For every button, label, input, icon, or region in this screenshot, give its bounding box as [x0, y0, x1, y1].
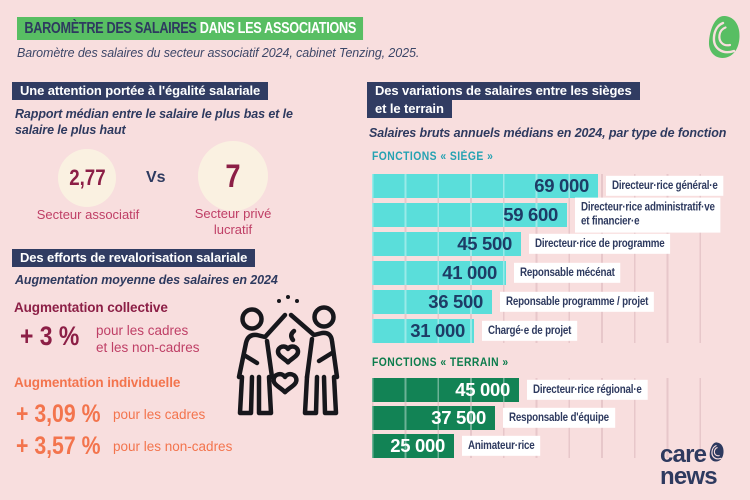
bar-label-chip: Directeur·rice de programme: [529, 233, 671, 255]
bar: 45 000: [372, 378, 519, 402]
bar-label-chip: Animateur·rice: [462, 435, 541, 457]
page-title: BAROMÈTRE DES SALAIRES DANS LES ASSOCIAT…: [17, 17, 364, 40]
carenews-logo: care news: [660, 441, 725, 491]
ratio-circle-associatif: 2,77: [58, 149, 116, 207]
bar-label-chip: Directeur·rice administratif·ve et finan…: [575, 197, 721, 233]
bar-value: 31 000: [410, 320, 465, 341]
bar-label-chip: Directeur·rice régional·e: [527, 379, 648, 401]
bar-label-chip: Reponsable programme / projet: [500, 291, 655, 313]
brand-swirl-icon: [706, 15, 742, 64]
chart-group-label-terrain: FONCTIONS « TERRAIN »: [372, 357, 509, 369]
bar-label-chip: Responsable d'équipe: [503, 407, 615, 429]
bar-row: 69 000 Directeur·rice général·e: [372, 174, 724, 198]
bar-row: 31 000 Chargé·e de projet: [372, 319, 708, 343]
bar: 25 000: [372, 434, 454, 458]
high-five-illustration: [228, 289, 348, 439]
bar: 45 500: [372, 232, 521, 256]
carenews-swirl-icon: [709, 442, 724, 462]
ratio-circle-prive: 7: [198, 141, 268, 211]
bar-value: 37 500: [431, 407, 486, 428]
ratio-label-associatif: Secteur associatif: [36, 207, 140, 222]
section-header-raises: Des efforts de revalorisation salariale: [12, 249, 256, 267]
heart-icon: [275, 344, 301, 365]
bar-row: 59 600 Directeur·rice administratif·ve et…: [372, 197, 721, 233]
bar-row: 37 500 Responsable d'équipe: [372, 406, 708, 430]
individual-raise-title: Augmentation individuelle: [14, 375, 181, 390]
bar-label-chip: Directeur·rice général·e: [606, 175, 724, 197]
bar-value: 69 000: [534, 175, 589, 196]
carenews-logo-line2: news: [660, 463, 718, 491]
bar: 36 500: [372, 290, 492, 314]
bar: 31 000: [372, 319, 474, 343]
sparkle-icon: [286, 295, 290, 299]
collective-raise-caption: pour les cadres et les non-cadres: [96, 323, 200, 355]
ratio-value-prive: 7: [225, 157, 241, 194]
bar-value: 25 000: [390, 435, 445, 456]
individual-raise-caption-cadres: pour les cadres: [113, 407, 206, 422]
bar-value: 41 000: [442, 262, 497, 283]
individual-raise-caption-noncadres: pour les non-cadres: [113, 439, 233, 454]
bar-label-chip: Chargé·e de projet: [482, 320, 578, 342]
bar-row: 25 000 Animateur·rice: [372, 434, 708, 458]
equality-subtitle: Rapport médian entre le salaire le plus …: [15, 107, 293, 138]
bar-row: 45 000 Directeur·rice régional·e: [372, 378, 708, 402]
individual-raise-value-cadres: + 3,09 %: [16, 400, 101, 428]
bar-chart-terrain: 45 000 Directeur·rice régional·e 37 500 Res…: [372, 378, 708, 458]
bar-row: 36 500 Reponsable programme / projet: [372, 290, 708, 314]
bar: 41 000: [372, 261, 506, 285]
bar-row: 45 500 Directeur·rice de programme: [372, 232, 708, 256]
chart-group-label-siege: FONCTIONS « SIÈGE »: [372, 151, 494, 163]
carenews-logo-line1: care: [660, 441, 707, 468]
bar-value: 36 500: [428, 291, 483, 312]
bar: 59 600: [372, 203, 567, 227]
collective-raise-title: Augmentation collective: [14, 300, 168, 315]
bar-value: 59 600: [503, 204, 558, 225]
individual-raise-value-noncadres: + 3,57 %: [16, 432, 101, 460]
section-header-variations: Des variations de salaires entre les siè…: [367, 82, 707, 118]
section-header-equality: Une attention portée à l'égalité salaria…: [12, 82, 269, 100]
bar-label-chip: Reponsable mécénat: [514, 262, 621, 284]
bar: 69 000: [372, 174, 598, 198]
collective-raise-value: + 3 %: [20, 321, 80, 351]
raises-subtitle: Augmentation moyenne des salaires en 202…: [15, 273, 278, 287]
ratio-value-associatif: 2,77: [68, 165, 106, 190]
page-subtitle: Baromètre des salaires du secteur associ…: [17, 46, 420, 60]
variations-subtitle: Salaires bruts annuels médians en 2024, …: [369, 126, 727, 140]
sparkle-icon: [295, 299, 299, 303]
bar-value: 45 000: [455, 379, 510, 400]
page-title-dark: BAROMÈTRE DES SALAIRES: [24, 20, 197, 37]
bar-chart-siege: 69 000 Directeur·rice général·e 59 600 Dire…: [372, 174, 724, 343]
bar: 37 500: [372, 406, 495, 430]
bar-row: 41 000 Reponsable mécénat: [372, 261, 708, 285]
sparkle-icon: [277, 299, 281, 303]
bar-value: 45 500: [457, 233, 512, 254]
ratio-label-prive: Secteur privé lucratif: [194, 206, 272, 237]
vs-label: Vs: [146, 169, 166, 186]
page-title-light: DANS LES ASSOCIATIONS: [196, 20, 357, 37]
heart-icon: [271, 371, 299, 395]
